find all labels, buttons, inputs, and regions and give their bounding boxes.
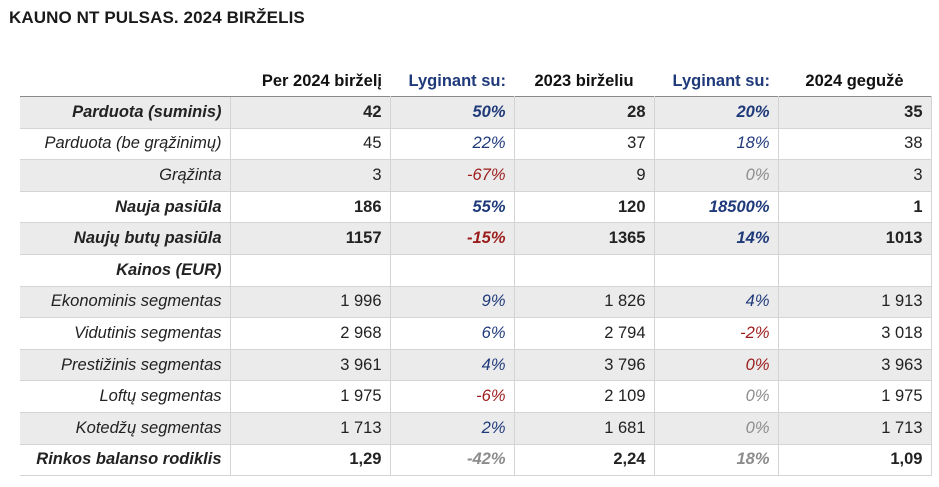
value-prev-month: 1,09 bbox=[777, 443, 932, 477]
row-label: Prestižinis segmentas bbox=[20, 348, 230, 381]
change-vs-prev-month: 0% bbox=[653, 411, 779, 445]
value-current: 1 996 bbox=[229, 285, 391, 319]
value-current: 186 bbox=[229, 190, 391, 224]
change-vs-prev-year bbox=[389, 253, 515, 287]
value-prev-month: 1 975 bbox=[777, 380, 932, 413]
table-row: Kainos (EUR) bbox=[20, 253, 932, 287]
value-prev-year: 2 794 bbox=[513, 317, 655, 350]
row-label: Parduota (suminis) bbox=[20, 96, 230, 129]
market-pulse-table: Per 2024 birželį Lyginant su: 2023 birže… bbox=[20, 66, 932, 477]
value-prev-year: 2 109 bbox=[513, 380, 655, 413]
table-row: Nauja pasiūla 186 55% 120 18500% 1 bbox=[20, 190, 932, 224]
change-vs-prev-month: 0% bbox=[653, 348, 779, 382]
table-body: Parduota (suminis) 42 50% 28 20% 35 Parduota (… bbox=[20, 96, 932, 477]
value-prev-year bbox=[513, 253, 655, 287]
change-vs-prev-month: 0% bbox=[653, 380, 779, 413]
value-prev-month: 1 713 bbox=[777, 411, 932, 445]
change-vs-prev-year: -67% bbox=[389, 159, 515, 192]
change-vs-prev-month: -2% bbox=[653, 317, 779, 350]
value-prev-year: 37 bbox=[513, 127, 655, 161]
value-prev-month bbox=[777, 253, 932, 287]
row-label: Kainos (EUR) bbox=[20, 253, 230, 287]
change-vs-prev-month bbox=[653, 253, 779, 287]
value-prev-year: 1 826 bbox=[513, 285, 655, 319]
row-label: Nauja pasiūla bbox=[20, 190, 230, 223]
value-prev-month: 3 018 bbox=[777, 317, 932, 350]
table-row: Parduota (suminis) 42 50% 28 20% 35 bbox=[20, 96, 932, 129]
change-vs-prev-year: -42% bbox=[389, 443, 515, 477]
table-row: Naujų butų pasiūla 1157 -15% 1365 14% 1013 bbox=[20, 222, 932, 255]
change-vs-prev-month: 0% bbox=[653, 159, 779, 192]
value-prev-year: 9 bbox=[513, 159, 655, 192]
header-current-period: Per 2024 birželį bbox=[261, 71, 382, 90]
value-prev-year: 2,24 bbox=[513, 443, 655, 477]
row-label: Vidutinis segmentas bbox=[20, 317, 230, 350]
value-current: 45 bbox=[229, 127, 391, 161]
value-prev-month: 1 913 bbox=[777, 285, 932, 319]
value-prev-month: 3 963 bbox=[777, 348, 932, 382]
table-row: Prestižinis segmentas 3 961 4% 3 796 0% 3 963 bbox=[20, 348, 932, 382]
header-prev-year: 2023 birželiu bbox=[534, 71, 634, 90]
row-label: Ekonominis segmentas bbox=[20, 285, 230, 318]
table-row: Loftų segmentas 1 975 -6% 2 109 0% 1 975 bbox=[20, 380, 932, 413]
row-label: Parduota (be grąžinimų) bbox=[20, 127, 230, 160]
change-vs-prev-month: 20% bbox=[653, 96, 779, 129]
change-vs-prev-year: 22% bbox=[389, 127, 515, 161]
change-vs-prev-month: 18% bbox=[653, 443, 779, 477]
row-label: Kotedžų segmentas bbox=[20, 411, 230, 445]
value-current: 1 975 bbox=[229, 380, 391, 413]
value-prev-month: 1013 bbox=[777, 222, 932, 255]
change-vs-prev-month: 18% bbox=[653, 127, 779, 161]
change-vs-prev-month: 4% bbox=[653, 285, 779, 319]
change-vs-prev-month: 18500% bbox=[653, 190, 779, 224]
value-current: 1157 bbox=[229, 222, 391, 255]
table-row: Rinkos balanso rodiklis 1,29 -42% 2,24 18% 1,… bbox=[20, 443, 932, 477]
value-current: 1 713 bbox=[229, 411, 391, 445]
change-vs-prev-year: 4% bbox=[389, 348, 515, 382]
table-row: Grąžinta 3 -67% 9 0% 3 bbox=[20, 159, 932, 192]
value-prev-month: 38 bbox=[777, 127, 932, 161]
value-prev-year: 1 681 bbox=[513, 411, 655, 445]
value-prev-year: 1365 bbox=[513, 222, 655, 255]
value-current: 3 bbox=[229, 159, 391, 192]
value-prev-month: 3 bbox=[777, 159, 932, 192]
change-vs-prev-year: -15% bbox=[389, 222, 515, 255]
value-prev-month: 35 bbox=[777, 96, 932, 129]
change-vs-prev-month: 14% bbox=[653, 222, 779, 255]
row-label: Rinkos balanso rodiklis bbox=[20, 443, 230, 477]
change-vs-prev-year: 55% bbox=[389, 190, 515, 224]
value-prev-year: 120 bbox=[513, 190, 655, 224]
table-row: Parduota (be grąžinimų) 45 22% 37 18% 38 bbox=[20, 127, 932, 161]
report-title: KAUNO NT PULSAS. 2024 BIRŽELIS bbox=[9, 8, 305, 27]
value-current: 2 968 bbox=[229, 317, 391, 350]
change-vs-prev-year: 6% bbox=[389, 317, 515, 350]
table-row: Kotedžų segmentas 1 713 2% 1 681 0% 1 713 bbox=[20, 411, 932, 445]
header-row: Per 2024 birželį Lyginant su: 2023 birže… bbox=[20, 66, 931, 97]
change-vs-prev-year: 9% bbox=[389, 285, 515, 319]
value-current: 3 961 bbox=[229, 348, 391, 382]
header-prev-month: 2024 gegužė bbox=[805, 71, 904, 90]
value-prev-month: 1 bbox=[777, 190, 932, 224]
value-current bbox=[229, 253, 391, 287]
change-vs-prev-year: -6% bbox=[389, 380, 515, 413]
header-compare-1: Lyginant su: bbox=[408, 71, 506, 90]
header-label-column bbox=[20, 66, 230, 97]
change-vs-prev-year: 50% bbox=[389, 96, 515, 129]
table-row: Vidutinis segmentas 2 968 6% 2 794 -2% 3 018 bbox=[20, 317, 932, 350]
table-row: Ekonominis segmentas 1 996 9% 1 826 4% 1 913 bbox=[20, 285, 932, 319]
value-current: 42 bbox=[229, 96, 391, 129]
value-current: 1,29 bbox=[229, 443, 391, 477]
value-prev-year: 3 796 bbox=[513, 348, 655, 382]
row-label: Grąžinta bbox=[20, 159, 230, 192]
change-vs-prev-year: 2% bbox=[389, 411, 515, 445]
row-label: Naujų butų pasiūla bbox=[20, 222, 230, 255]
header-compare-2: Lyginant su: bbox=[672, 71, 770, 90]
value-prev-year: 28 bbox=[513, 96, 655, 129]
row-label: Loftų segmentas bbox=[20, 380, 230, 413]
